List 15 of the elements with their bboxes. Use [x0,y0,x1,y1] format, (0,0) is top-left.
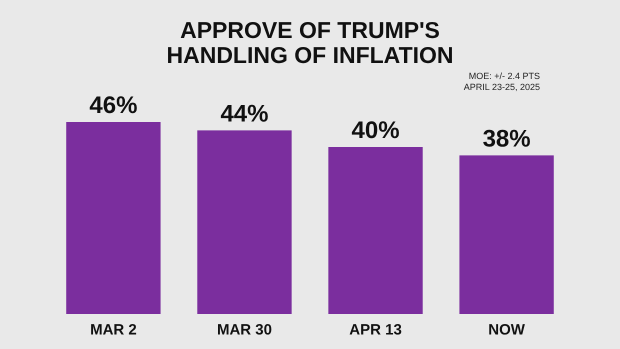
text: APRIL 23-25, 2025 [464,82,540,92]
bar [66,122,161,314]
data-label: 44% [220,100,268,128]
data-label: 40% [352,117,400,144]
x-tick-label: MAR 30 [216,322,272,338]
text: MOE: +/- 2.4 PTS [468,71,540,81]
x-tick-label: APR 13 [349,322,402,338]
bar [459,155,554,314]
x-tick-label: MAR 2 [90,322,137,338]
x-tick-label: NOW [488,322,526,338]
bar [328,147,423,314]
chart-title: APPROVE OF TRUMP'S HANDLING OF INFLATION [166,17,454,68]
bar [197,130,292,314]
data-label: 46% [89,92,138,119]
data-label: 38% [482,125,531,152]
